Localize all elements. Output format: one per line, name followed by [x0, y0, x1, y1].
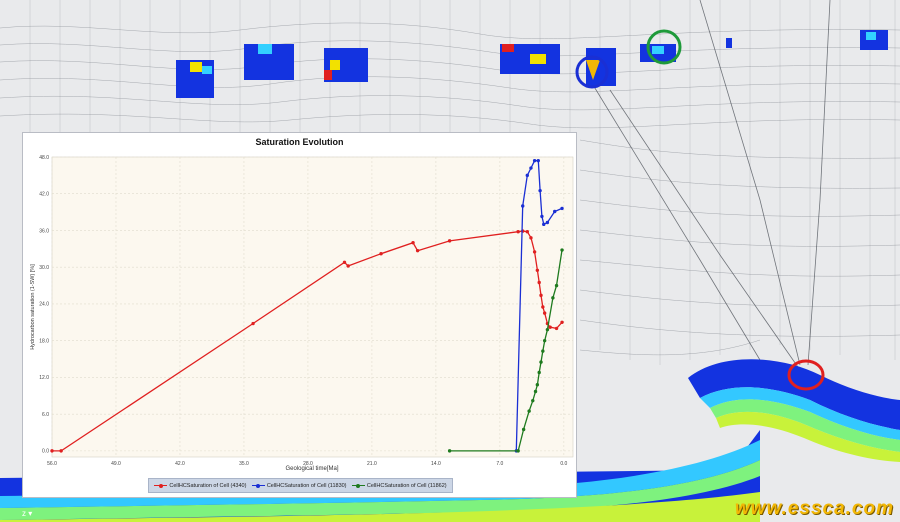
legend-label: CellHCSaturation of Cell (11830)	[266, 482, 347, 489]
data-point	[525, 173, 529, 178]
y-tick-label: 0.0	[42, 449, 49, 455]
chart-grid	[51, 156, 573, 457]
axis-orientation-label: z ▾	[22, 509, 33, 518]
legend-swatch-icon	[351, 483, 365, 489]
data-point	[540, 214, 544, 219]
series-line	[515, 160, 563, 451]
watermark-logo-text: www.essca.com	[734, 498, 894, 519]
chart-series	[50, 158, 564, 453]
data-point	[539, 360, 543, 364]
data-point	[560, 248, 564, 252]
saturation-chart[interactable]: 56.0 49.0 42.0 35.0 28.0 21.0 14.0 7.0 0.0 0.0 6.0…	[23, 133, 578, 499]
legend-item: CellHCSaturation of Cell (11862)	[351, 482, 447, 489]
data-point	[529, 236, 533, 240]
x-tick-label: 49.0	[111, 461, 121, 467]
chart-legend: CellHCSaturation of Cell (4340) CellHCSat…	[148, 478, 453, 493]
data-point	[527, 409, 531, 413]
data-point	[548, 325, 552, 329]
data-point	[59, 449, 63, 453]
data-point	[560, 206, 564, 211]
plot-area	[51, 156, 574, 458]
data-point	[542, 311, 547, 315]
x-tick-label: 35.0	[239, 461, 249, 467]
data-point	[251, 321, 255, 326]
y-tick-label: 24.0	[39, 302, 49, 308]
saturation-chart-panel: Saturation Evolution 56.0 49.0 42.0 35.0 28.…	[22, 132, 577, 498]
data-point	[532, 250, 537, 254]
chart-y-axis-label: Hydrocarbon saturation (1-SW) [%]	[30, 264, 36, 350]
x-tick-label: 21.0	[367, 461, 377, 467]
data-point	[342, 260, 347, 265]
data-point	[533, 389, 538, 394]
data-point	[411, 241, 415, 245]
data-point	[415, 248, 420, 253]
data-point	[554, 326, 559, 331]
data-point	[537, 370, 541, 375]
data-point	[532, 158, 537, 163]
chart-x-axis-label: Geological time[Ma]	[285, 466, 338, 472]
data-point	[529, 166, 533, 170]
data-point	[516, 229, 520, 234]
data-point	[538, 188, 542, 193]
legend-label: CellHCSaturation of Cell (4340)	[169, 482, 247, 489]
chart-axes: 56.0 49.0 42.0 35.0 28.0 21.0 14.0 7.0 0.0 0.0 6.0…	[39, 155, 567, 467]
legend-item: CellHCSaturation of Cell (4340)	[154, 483, 246, 489]
data-point	[521, 204, 525, 208]
data-point	[379, 252, 383, 256]
data-point	[50, 449, 54, 453]
series-3	[447, 248, 564, 453]
data-point	[447, 449, 452, 453]
legend-swatch-icon	[154, 483, 168, 489]
y-tick-label: 6.0	[42, 412, 49, 418]
highlight-circle-red	[787, 359, 825, 391]
data-point	[545, 327, 550, 332]
highlight-circle-blue	[575, 55, 609, 89]
y-tick-label: 30.0	[39, 265, 49, 271]
y-tick-label: 36.0	[39, 228, 49, 234]
y-tick-label: 42.0	[39, 192, 49, 198]
x-tick-label: 0.0	[560, 461, 567, 467]
data-point	[560, 320, 564, 325]
legend-item: CellHCSaturation of Cell (11830)	[251, 482, 347, 489]
x-tick-label: 56.0	[47, 461, 57, 467]
legend-label: CellHCSaturation of Cell (11862)	[366, 482, 447, 489]
data-point	[541, 305, 545, 309]
data-point	[516, 449, 520, 453]
data-point	[536, 158, 540, 163]
y-tick-label: 48.0	[39, 155, 49, 161]
data-point	[551, 296, 555, 300]
data-point	[537, 280, 541, 285]
data-point	[535, 268, 540, 272]
y-tick-label: 12.0	[39, 375, 49, 381]
highlight-circle-green	[646, 29, 682, 65]
data-point	[554, 283, 559, 288]
data-point	[542, 338, 547, 343]
x-tick-label: 28.0	[303, 461, 313, 467]
data-point	[531, 398, 535, 403]
data-point	[545, 220, 550, 225]
data-point	[447, 239, 452, 243]
legend-swatch-icon	[251, 483, 265, 489]
x-tick-label: 14.0	[431, 461, 441, 467]
x-tick-label: 42.0	[175, 461, 185, 467]
x-tick-label: 7.0	[496, 461, 503, 467]
series-2	[514, 158, 564, 453]
y-tick-label: 18.0	[39, 338, 49, 344]
data-point	[541, 349, 545, 353]
data-point	[539, 293, 543, 298]
data-point	[542, 222, 546, 227]
data-point	[535, 383, 540, 387]
data-point	[346, 264, 350, 268]
data-point	[553, 209, 557, 214]
chart-title: Saturation Evolution	[255, 137, 344, 147]
data-point	[525, 229, 529, 234]
data-point	[521, 427, 526, 432]
